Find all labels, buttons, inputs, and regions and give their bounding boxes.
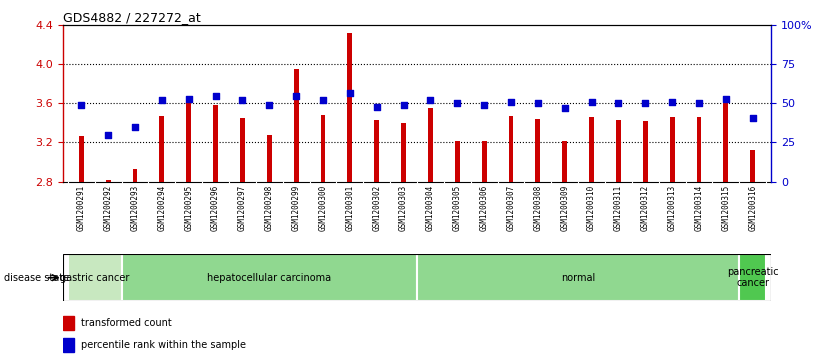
Bar (643, 121, 648, 182)
Text: pancreatic
cancer: pancreatic cancer (727, 267, 778, 289)
Bar (455, 140, 460, 182)
Point (316, 97, 329, 103)
Text: GSM1200300: GSM1200300 (319, 185, 328, 231)
Text: GSM1200291: GSM1200291 (77, 185, 86, 231)
Text: GSM1200302: GSM1200302 (372, 185, 381, 231)
Point (450, 101, 464, 106)
Text: GSM1200295: GSM1200295 (184, 185, 193, 231)
Bar (428, 108, 433, 182)
Bar (374, 120, 379, 182)
Point (75, 102, 88, 108)
Bar (739, 254, 766, 301)
Text: percentile rank within the sample: percentile rank within the sample (81, 340, 246, 350)
Text: normal: normal (561, 273, 595, 283)
Bar (417, 254, 739, 301)
Point (289, 93, 303, 98)
Text: GSM1200313: GSM1200313 (667, 185, 676, 231)
Text: GSM1200294: GSM1200294 (158, 185, 167, 231)
Text: gastric cancer: gastric cancer (60, 273, 129, 283)
Point (611, 101, 625, 106)
Text: GSM1200305: GSM1200305 (453, 185, 462, 231)
Point (531, 101, 545, 106)
Point (719, 96, 732, 102)
Bar (616, 120, 620, 182)
Bar (159, 116, 164, 182)
Point (155, 97, 168, 103)
Text: GDS4882 / 227272_at: GDS4882 / 227272_at (63, 11, 200, 24)
Point (666, 99, 679, 105)
Text: GSM1200310: GSM1200310 (587, 185, 596, 231)
Point (477, 102, 490, 108)
Text: GSM1200303: GSM1200303 (399, 185, 408, 231)
Text: GSM1200304: GSM1200304 (426, 185, 435, 231)
Point (505, 99, 518, 105)
Bar (696, 117, 701, 182)
Text: GSM1200296: GSM1200296 (211, 185, 220, 231)
Text: GSM1200312: GSM1200312 (641, 185, 650, 231)
Bar (401, 123, 406, 182)
Point (128, 124, 142, 130)
Bar (186, 103, 191, 182)
Text: GSM1200309: GSM1200309 (560, 185, 569, 231)
Text: GSM1200314: GSM1200314 (695, 185, 703, 231)
Point (182, 96, 195, 102)
Bar (562, 140, 567, 182)
Point (639, 101, 652, 106)
Bar (133, 169, 138, 182)
Bar (106, 180, 111, 182)
Bar (294, 69, 299, 182)
Point (236, 97, 249, 103)
Text: disease state: disease state (4, 273, 69, 283)
Text: GSM1200306: GSM1200306 (480, 185, 489, 231)
Point (102, 132, 115, 138)
Text: hepatocellular carcinoma: hepatocellular carcinoma (208, 273, 331, 283)
Bar (122, 254, 417, 301)
Point (558, 105, 571, 111)
Bar (535, 119, 540, 182)
Bar (240, 118, 245, 182)
Bar (79, 136, 83, 182)
Bar (68, 254, 122, 301)
Point (424, 97, 437, 103)
Bar (348, 33, 352, 182)
Bar (267, 135, 272, 182)
Bar (214, 105, 218, 182)
Bar (509, 116, 514, 182)
Text: GSM1200311: GSM1200311 (614, 185, 623, 231)
Text: GSM1200299: GSM1200299 (292, 185, 301, 231)
Bar (63, 316, 74, 330)
Bar (63, 338, 74, 352)
Text: transformed count: transformed count (81, 318, 172, 328)
Bar (589, 117, 594, 182)
Point (746, 115, 759, 121)
Bar (320, 115, 325, 182)
Text: GSM1200297: GSM1200297 (238, 185, 247, 231)
Text: GSM1200307: GSM1200307 (506, 185, 515, 231)
Text: GSM1200298: GSM1200298 (265, 185, 274, 231)
Point (344, 90, 357, 95)
Point (209, 93, 223, 98)
Text: GSM1200315: GSM1200315 (721, 185, 731, 231)
Point (397, 102, 410, 108)
Text: GSM1200316: GSM1200316 (748, 185, 757, 231)
Text: GSM1200308: GSM1200308 (533, 185, 542, 231)
Point (585, 99, 598, 105)
Bar (670, 117, 675, 182)
Point (692, 101, 706, 106)
Point (263, 102, 276, 108)
Bar (751, 150, 755, 182)
Point (370, 104, 384, 110)
Bar (482, 140, 486, 182)
Text: GSM1200301: GSM1200301 (345, 185, 354, 231)
Text: GSM1200292: GSM1200292 (103, 185, 113, 231)
Bar (723, 103, 728, 182)
Text: GSM1200293: GSM1200293 (131, 185, 139, 231)
